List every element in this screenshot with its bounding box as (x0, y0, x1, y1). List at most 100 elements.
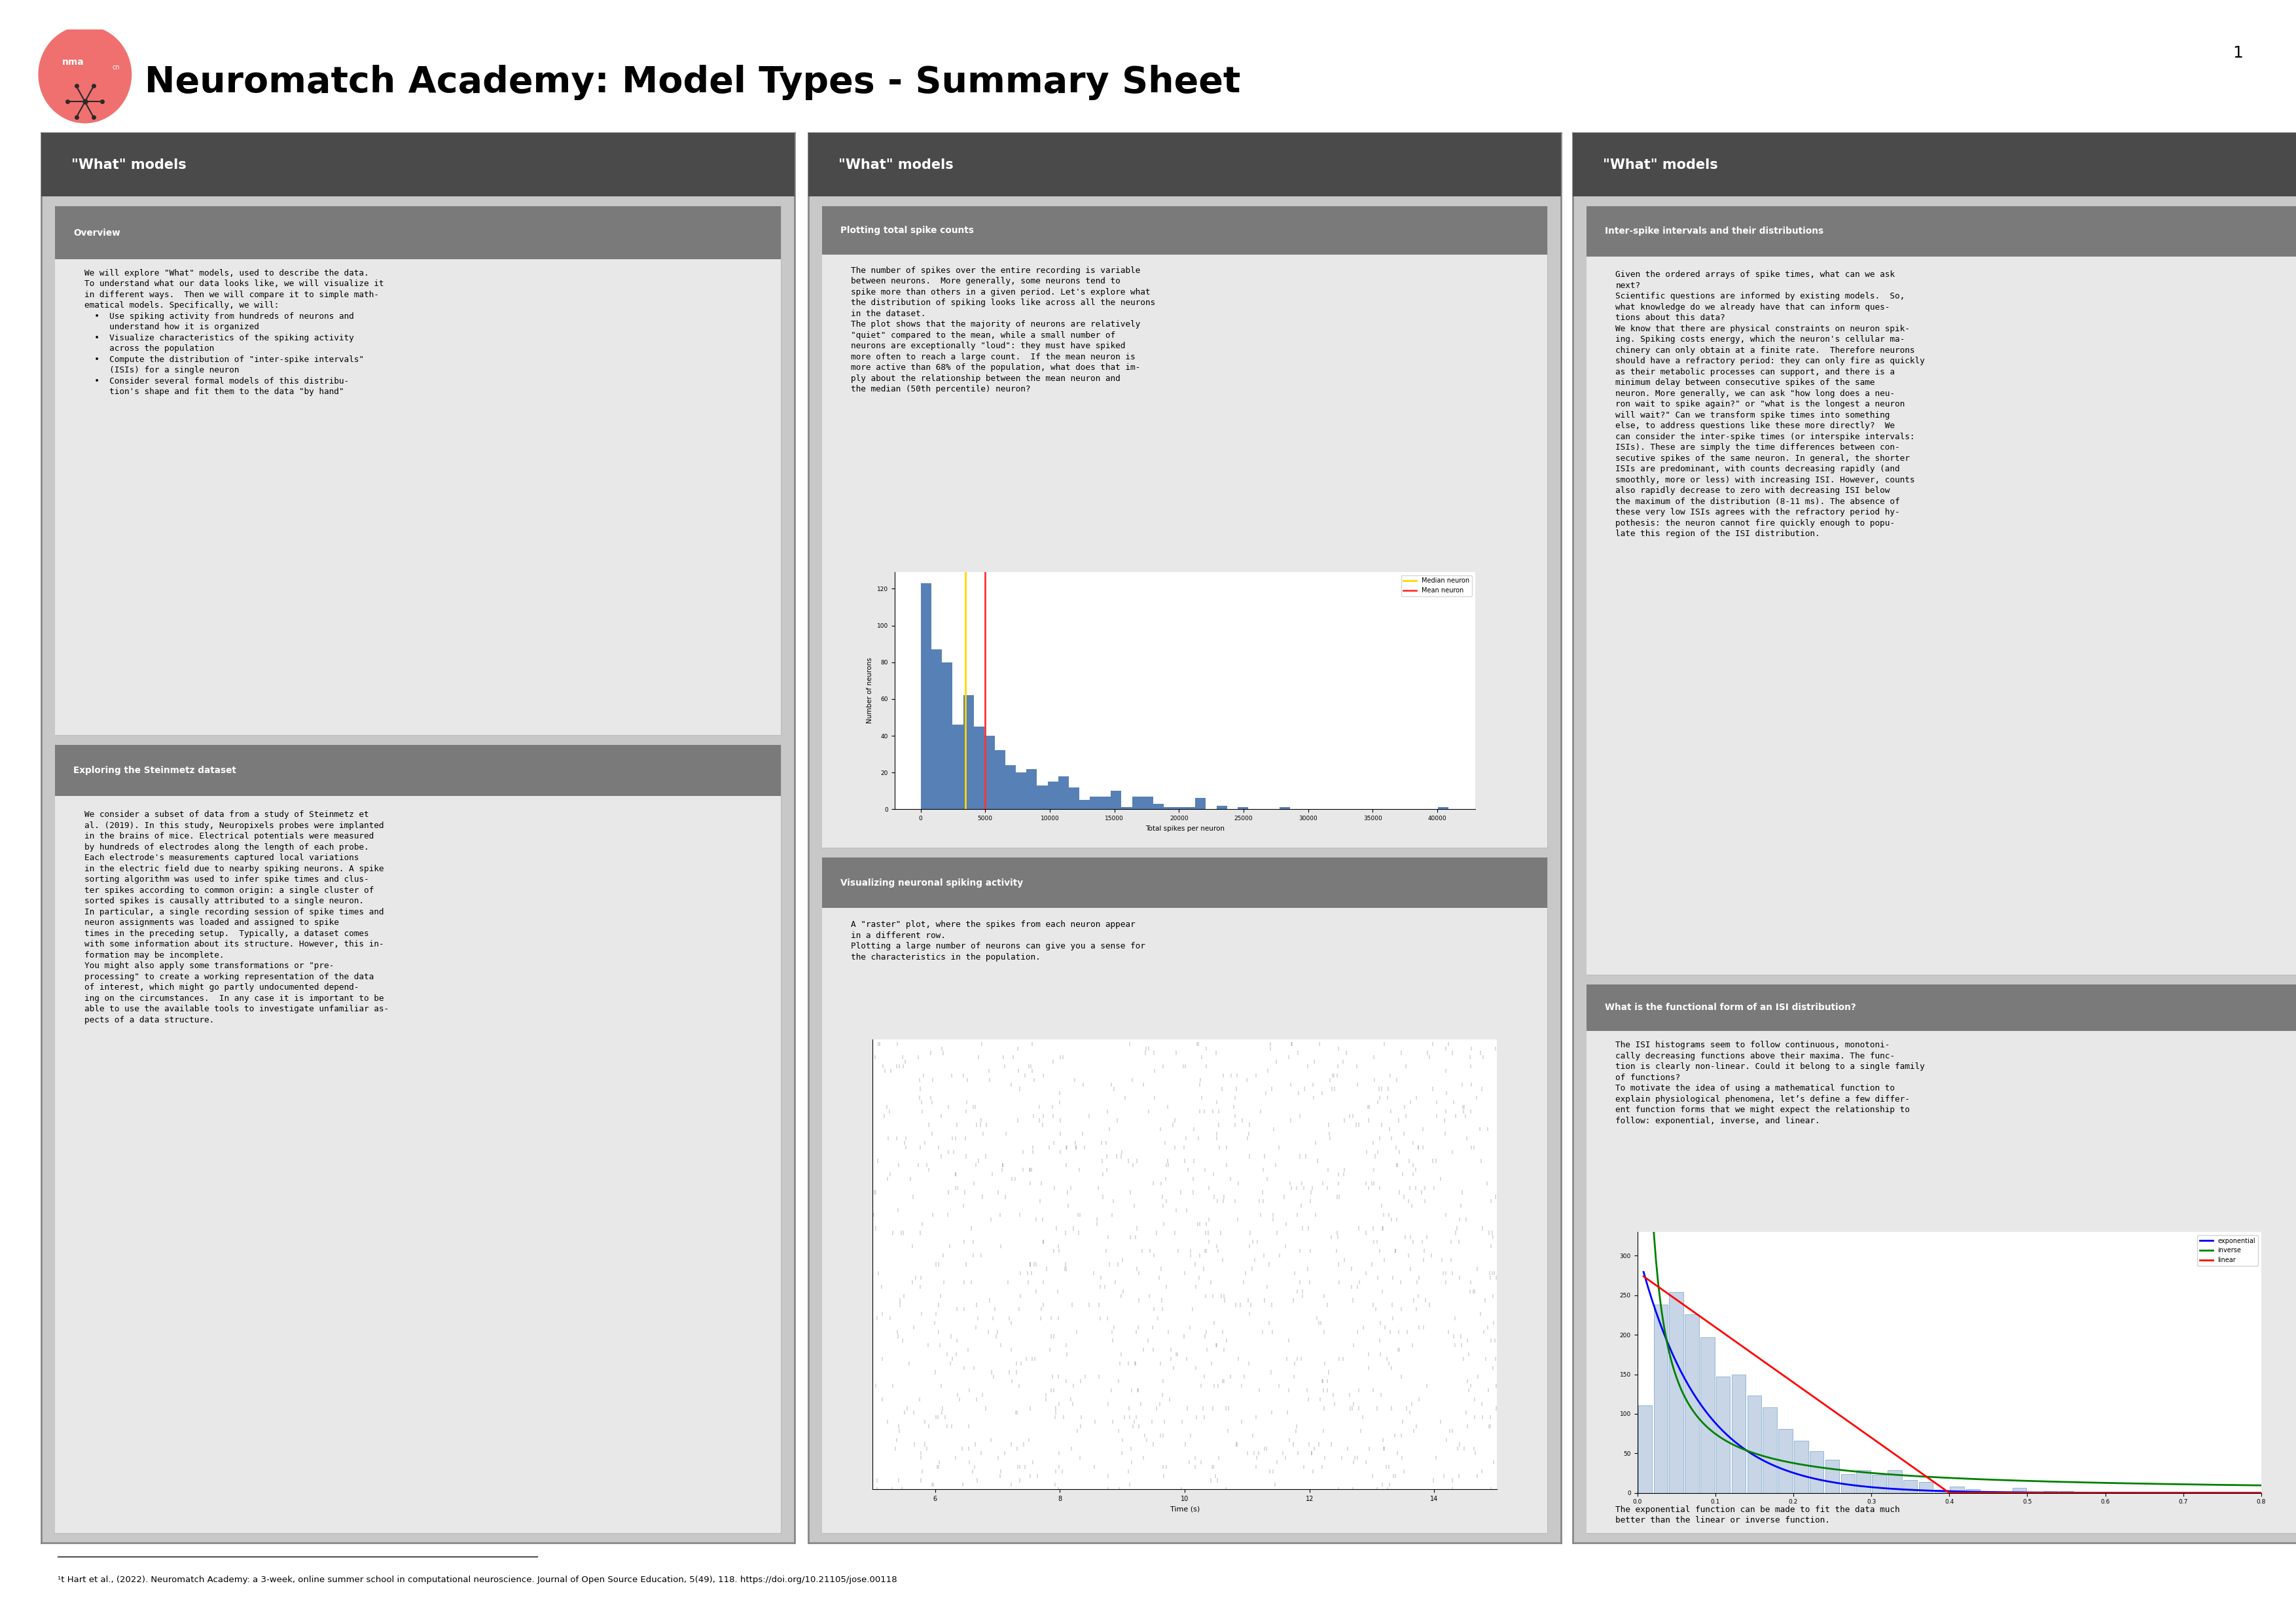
Text: The exponential function can be made to fit the data much
better than the linear: The exponential function can be made to … (1616, 1505, 1901, 1525)
Median neuron (953, 799, 980, 818)
Bar (1685, 1314, 1699, 1492)
Text: 1: 1 (2234, 45, 2243, 62)
linear (2248, 1483, 2275, 1502)
Bar (1079, 801, 1091, 809)
Bar (994, 750, 1006, 809)
Bar (1091, 796, 1100, 809)
linear (1998, 1483, 2025, 1502)
Text: Plotting total spike counts: Plotting total spike counts (840, 226, 974, 235)
Text: "What" models: "What" models (71, 158, 186, 172)
Bar (1437, 807, 1449, 809)
inverse (1995, 1471, 2023, 1491)
Text: The number of spikes over the entire recording is variable
between neurons.  Mor: The number of spikes over the entire rec… (852, 266, 1155, 393)
Bar (1100, 796, 1111, 809)
Bar (1196, 799, 1205, 809)
Bar (974, 726, 985, 809)
Bar (1701, 1337, 1715, 1492)
Bar (1669, 1293, 1683, 1492)
linear (2000, 1483, 2027, 1502)
Line: exponential: exponential (1644, 1272, 2262, 1492)
exponential (1630, 1262, 1658, 1281)
Text: "What" models: "What" models (838, 158, 953, 172)
exponential (2151, 1483, 2179, 1502)
Bar (1006, 765, 1015, 809)
Bar (1871, 1475, 1885, 1492)
Bar (1887, 1470, 1901, 1492)
Bar (1153, 804, 1164, 809)
Bar (1015, 773, 1026, 809)
Bar (1779, 1429, 1793, 1492)
Text: nma: nma (62, 58, 85, 67)
inverse (2248, 1476, 2275, 1496)
linear (1632, 1268, 1660, 1288)
Bar (941, 663, 953, 809)
Text: "What" models: "What" models (1603, 158, 1717, 172)
X-axis label: Total spikes per neuron: Total spikes per neuron (1146, 825, 1224, 831)
Line: linear: linear (1644, 1276, 2262, 1492)
Bar (1965, 1489, 1979, 1492)
linear (2193, 1483, 2220, 1502)
Bar (1715, 1377, 1731, 1492)
Text: Overview: Overview (73, 229, 119, 237)
Bar (1653, 1304, 1667, 1492)
Bar (1111, 791, 1120, 809)
Legend: exponential, inverse, linear: exponential, inverse, linear (2197, 1234, 2257, 1267)
inverse (2151, 1475, 2179, 1494)
Bar (1809, 1450, 1823, 1492)
Text: We consider a subset of data from a study of Steinmetz et
al. (2019). In this st: We consider a subset of data from a stud… (85, 810, 388, 1025)
Bar (1857, 1470, 1871, 1492)
Text: A "raster" plot, where the spikes from each neuron appear
in a different row.
Pl: A "raster" plot, where the spikes from e… (852, 921, 1146, 961)
Bar (1120, 807, 1132, 809)
Bar (1841, 1475, 1855, 1492)
Text: ¹t Hart et al., (2022). Neuromatch Academy: a 3-week, online summer school in co: ¹t Hart et al., (2022). Neuromatch Acade… (57, 1575, 898, 1583)
Mean neuron (971, 797, 999, 817)
exponential (2009, 1483, 2037, 1502)
Text: The ISI histograms seem to follow continuous, monotoni-
cally decreasing functio: The ISI histograms seem to follow contin… (1616, 1041, 1924, 1125)
Bar (953, 724, 962, 809)
Bar (1731, 1374, 1745, 1492)
linear (2151, 1483, 2179, 1502)
Bar (1173, 807, 1185, 809)
Bar (1164, 807, 1173, 809)
Circle shape (39, 26, 131, 123)
inverse (2009, 1471, 2037, 1491)
exponential (1998, 1483, 2025, 1502)
linear (1630, 1267, 1658, 1286)
exponential (1632, 1270, 1660, 1289)
Bar (962, 695, 974, 809)
Bar (1903, 1479, 1917, 1492)
Bar (1238, 807, 1249, 809)
inverse (1998, 1471, 2025, 1491)
inverse (2190, 1475, 2218, 1494)
Bar (1026, 768, 1038, 809)
Bar (1132, 796, 1143, 809)
Bar (1047, 781, 1058, 809)
Bar (1919, 1481, 1933, 1492)
exponential (1995, 1483, 2023, 1502)
Bar (1825, 1460, 1839, 1492)
Bar (1143, 796, 1153, 809)
Bar (921, 583, 932, 809)
inverse (1630, 880, 1658, 900)
Median neuron (953, 797, 980, 817)
exponential (2248, 1483, 2275, 1502)
Bar (1279, 807, 1290, 809)
inverse (1632, 1007, 1660, 1026)
Legend: Median neuron, Mean neuron: Median neuron, Mean neuron (1401, 575, 1472, 596)
Line: inverse: inverse (1644, 890, 2262, 1486)
Bar (1058, 776, 1068, 809)
Bar (1793, 1440, 1809, 1492)
Bar (1936, 1489, 1949, 1492)
Bar (1068, 788, 1079, 809)
exponential (2190, 1483, 2218, 1502)
Text: Inter-spike intervals and their distributions: Inter-spike intervals and their distribu… (1605, 227, 1823, 235)
Mean neuron (971, 799, 999, 818)
Y-axis label: Number of neurons: Number of neurons (866, 658, 872, 724)
X-axis label: Time (s): Time (s) (1171, 1505, 1199, 1512)
Text: Visualizing neuronal spiking activity: Visualizing neuronal spiking activity (840, 879, 1022, 887)
Text: Given the ordered arrays of spike times, what can we ask
next?
Scientific questi: Given the ordered arrays of spike times,… (1616, 271, 1924, 539)
Bar (1637, 1405, 1653, 1492)
Text: We will explore "What" models, used to describe the data.
To understand what our: We will explore "What" models, used to d… (85, 268, 383, 396)
Text: Exploring the Steinmetz dataset: Exploring the Steinmetz dataset (73, 767, 236, 775)
Bar (1763, 1408, 1777, 1492)
